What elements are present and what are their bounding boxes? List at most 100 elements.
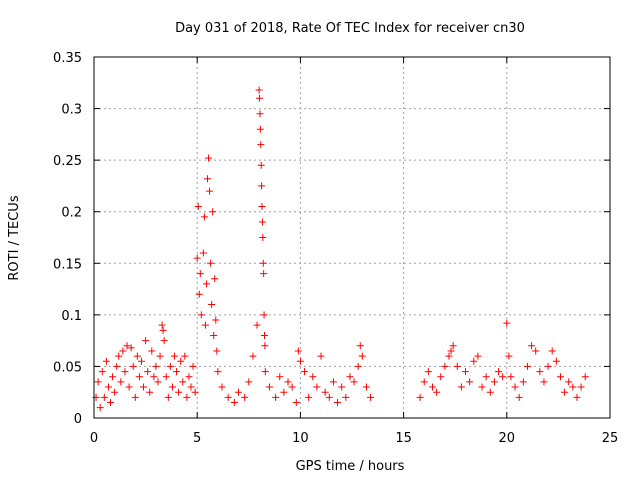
data-point xyxy=(107,399,115,407)
data-point xyxy=(144,368,152,376)
data-point xyxy=(260,331,268,339)
data-point xyxy=(272,393,280,401)
data-point xyxy=(354,362,362,370)
x-tick-label: 15 xyxy=(395,431,412,446)
axis-ticks: 0 5 10 15 20 25 0 0.05 0.1 0.15 0.2 0.25 0.3 0.35 xyxy=(53,51,618,446)
data-point xyxy=(499,373,507,381)
data-point xyxy=(453,362,461,370)
data-point xyxy=(261,368,269,376)
data-point xyxy=(284,378,292,386)
data-point xyxy=(428,383,436,391)
data-point xyxy=(253,321,261,329)
data-point xyxy=(573,393,581,401)
data-point xyxy=(447,347,455,355)
data-point xyxy=(197,311,205,319)
data-point xyxy=(420,378,428,386)
data-point xyxy=(123,342,131,350)
data-point xyxy=(511,383,519,391)
data-point xyxy=(338,383,346,391)
data-point xyxy=(294,347,302,355)
data-point xyxy=(164,393,172,401)
data-point xyxy=(544,362,552,370)
data-point xyxy=(137,357,145,365)
data-point xyxy=(256,125,264,133)
y-tick-label: 0.3 xyxy=(61,103,82,118)
data-point xyxy=(466,378,474,386)
chart-title: Day 031 of 2018, Rate Of TEC Index for r… xyxy=(175,21,525,36)
data-point xyxy=(154,378,162,386)
data-point xyxy=(189,362,197,370)
x-axis-label: GPS time / hours xyxy=(296,459,405,474)
y-tick-label: 0.05 xyxy=(53,360,82,375)
data-point xyxy=(200,213,208,221)
data-point xyxy=(259,259,267,267)
data-point xyxy=(258,218,266,226)
data-point xyxy=(113,362,121,370)
data-point xyxy=(98,368,106,376)
data-point xyxy=(552,357,560,365)
data-point xyxy=(569,383,577,391)
data-point xyxy=(260,311,268,319)
data-point xyxy=(234,388,242,396)
data-point xyxy=(119,347,127,355)
grid xyxy=(94,57,610,418)
data-point xyxy=(356,342,364,350)
data-point xyxy=(104,383,112,391)
data-point xyxy=(416,393,424,401)
data-point xyxy=(218,383,226,391)
data-point xyxy=(135,373,143,381)
data-point xyxy=(249,352,257,360)
data-point xyxy=(556,373,564,381)
data-point xyxy=(265,383,273,391)
data-point xyxy=(358,352,366,360)
data-point xyxy=(280,388,288,396)
data-point xyxy=(305,393,313,401)
data-point xyxy=(478,383,486,391)
data-point xyxy=(577,383,585,391)
data-point xyxy=(321,388,329,396)
data-point xyxy=(213,347,221,355)
data-point xyxy=(540,378,548,386)
x-tick-label: 5 xyxy=(193,431,201,446)
x-tick-label: 0 xyxy=(90,431,98,446)
data-point xyxy=(142,337,150,345)
x-tick-label: 10 xyxy=(292,431,309,446)
data-point xyxy=(159,326,167,334)
data-point xyxy=(532,347,540,355)
data-point xyxy=(121,368,129,376)
data-point xyxy=(208,301,216,309)
data-point xyxy=(127,344,135,352)
data-point xyxy=(342,393,350,401)
data-point xyxy=(313,383,321,391)
data-point xyxy=(565,378,573,386)
data-point xyxy=(482,373,490,381)
data-point xyxy=(187,383,195,391)
data-point xyxy=(256,110,264,118)
data-point xyxy=(125,383,133,391)
data-point xyxy=(160,337,168,345)
data-point xyxy=(462,368,470,376)
data-point xyxy=(207,259,215,267)
data-point xyxy=(204,175,212,183)
x-tick-label: 25 xyxy=(602,431,619,446)
data-point xyxy=(193,254,201,262)
data-point xyxy=(241,393,249,401)
data-point xyxy=(519,378,527,386)
data-point xyxy=(205,154,213,162)
data-point xyxy=(581,373,589,381)
data-point xyxy=(230,399,238,407)
data-point xyxy=(257,141,265,149)
data-point xyxy=(195,290,203,298)
data-point xyxy=(258,182,266,190)
data-point xyxy=(181,352,189,360)
y-tick-label: 0.25 xyxy=(53,154,82,169)
data-point xyxy=(183,393,191,401)
data-point xyxy=(168,383,176,391)
data-point xyxy=(362,383,370,391)
data-point xyxy=(111,388,119,396)
data-point xyxy=(486,388,494,396)
data-point xyxy=(102,357,110,365)
data-point xyxy=(523,362,531,370)
data-point xyxy=(256,94,264,102)
